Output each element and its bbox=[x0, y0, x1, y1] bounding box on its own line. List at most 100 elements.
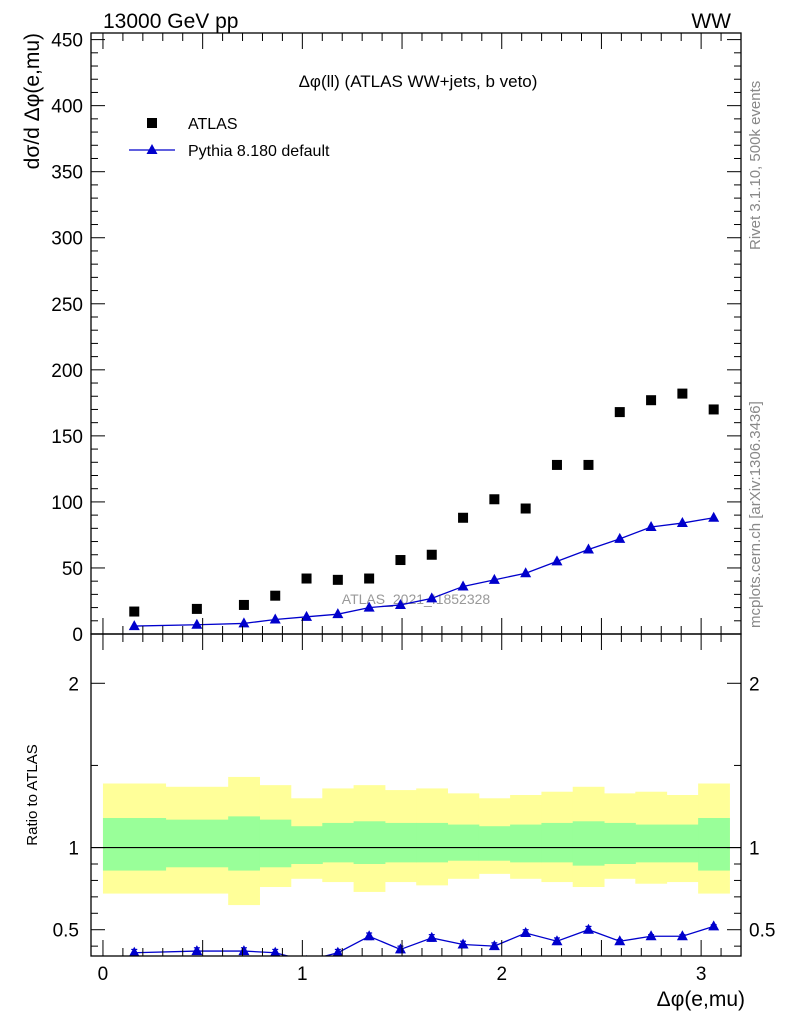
data-point bbox=[364, 573, 375, 584]
y-tick-label: 50 bbox=[62, 559, 83, 580]
band-inner bbox=[322, 822, 355, 863]
x-axis-label: Δφ(e,mu) bbox=[657, 988, 745, 1011]
ratio-plot-frame bbox=[90, 633, 742, 957]
band-inner bbox=[259, 819, 292, 868]
data-point bbox=[520, 503, 531, 514]
mc-point bbox=[645, 521, 657, 532]
mc-point bbox=[614, 532, 626, 543]
mc-point bbox=[551, 555, 563, 566]
ratio-point bbox=[332, 946, 343, 956]
data-point bbox=[458, 512, 469, 523]
mc-point bbox=[457, 580, 469, 591]
ratio-point bbox=[614, 935, 626, 946]
x-tick-label: 1 bbox=[297, 964, 308, 985]
mc-line bbox=[134, 517, 714, 627]
legend-label-data: ATLAS bbox=[188, 116, 238, 133]
y-axis-label: dσ/d Δφ(e,mu) bbox=[21, 33, 44, 169]
ratio-point bbox=[708, 920, 720, 931]
data-point bbox=[551, 459, 562, 470]
ratio-point bbox=[363, 930, 375, 941]
legend: ATLAS Pythia 8.180 default bbox=[129, 116, 330, 160]
ratio-point bbox=[426, 931, 438, 942]
data-point bbox=[583, 459, 594, 470]
ratio-point bbox=[270, 946, 281, 956]
ratio-point bbox=[457, 938, 469, 949]
mc-point bbox=[363, 601, 375, 612]
ratio-point bbox=[520, 927, 532, 937]
x-tick-label: 0 bbox=[98, 964, 109, 985]
band-inner bbox=[541, 822, 574, 863]
ratio-point bbox=[238, 945, 250, 956]
band-inner bbox=[666, 824, 699, 863]
analysis-watermark: ATLAS_2021_I1852328 bbox=[342, 591, 491, 607]
ratio-line bbox=[134, 925, 714, 956]
mc-point bbox=[238, 617, 250, 628]
y-tick-label: 400 bbox=[51, 97, 83, 118]
data-point bbox=[301, 573, 312, 584]
ratio-point bbox=[191, 945, 203, 956]
ratio-y-tick-label: 1 bbox=[68, 839, 79, 860]
ratio-y-tick-label-right: 0.5 bbox=[749, 921, 775, 942]
band-inner bbox=[510, 824, 542, 863]
mc-point bbox=[332, 608, 344, 619]
y-tick-label: 150 bbox=[51, 427, 83, 448]
y-tick-label: 0 bbox=[72, 625, 83, 646]
mc-point bbox=[128, 620, 140, 631]
rivet-label: Rivet 3.1.10, 500k events bbox=[747, 81, 764, 250]
y-tick-label: 300 bbox=[51, 229, 83, 250]
process-label: WW bbox=[691, 10, 731, 33]
band-inner bbox=[290, 826, 323, 864]
mc-point bbox=[269, 613, 281, 624]
y-tick-label: 450 bbox=[51, 31, 83, 52]
band-inner bbox=[384, 822, 417, 863]
data-point bbox=[614, 407, 625, 418]
band-inner bbox=[353, 821, 386, 864]
source-label: mcplots.cern.ch [arXiv:1306.3436] bbox=[747, 401, 764, 628]
legend-marker-data bbox=[147, 118, 157, 128]
mc-point bbox=[488, 573, 500, 584]
mc-point bbox=[520, 567, 532, 578]
band-inner bbox=[478, 826, 511, 861]
ratio-point bbox=[676, 930, 688, 941]
ratio-y-axis-label: Ratio to ATLAS bbox=[24, 744, 41, 845]
ratio-point bbox=[645, 930, 657, 941]
band-inner bbox=[604, 822, 636, 864]
y-tick-label: 100 bbox=[51, 493, 83, 514]
data-point bbox=[332, 574, 343, 585]
energy-label: 13000 GeV pp bbox=[103, 10, 238, 33]
data-point bbox=[426, 549, 437, 560]
ratio-point bbox=[129, 946, 140, 956]
main-plot: ATLAS_2021_I1852328 0 50 100 150 200 250 300 35… bbox=[21, 31, 742, 646]
data-point bbox=[191, 603, 202, 614]
data-point bbox=[238, 599, 249, 610]
mc-point bbox=[394, 598, 406, 609]
x-tick-label: 2 bbox=[496, 964, 507, 985]
y-tick-label: 350 bbox=[51, 163, 83, 184]
legend-label-mc: Pythia 8.180 default bbox=[188, 143, 330, 160]
mc-point bbox=[582, 543, 594, 554]
band-inner bbox=[572, 821, 605, 866]
ratio-y-tick-label-right: 2 bbox=[749, 674, 760, 695]
band-inner bbox=[698, 818, 730, 871]
y-tick-label: 200 bbox=[51, 361, 83, 382]
ratio-plot: 0.5 0.5 1 1 2 2 0 1 2 3 Ratio to ATLAS Δφ(e,mu) bbox=[24, 633, 775, 1011]
band-inner bbox=[447, 824, 480, 861]
data-point bbox=[677, 388, 688, 399]
data-point bbox=[489, 494, 500, 505]
data-point bbox=[708, 404, 719, 415]
data-point bbox=[395, 555, 406, 566]
data-point bbox=[646, 395, 657, 406]
band-inner bbox=[102, 818, 167, 871]
x-tick-label: 3 bbox=[696, 964, 707, 985]
mc-point bbox=[301, 610, 313, 621]
ratio-point bbox=[488, 940, 500, 951]
ratio-y-tick-label-right: 1 bbox=[749, 839, 760, 860]
ratio-point bbox=[582, 923, 594, 934]
mc-point bbox=[426, 592, 438, 603]
mc-point bbox=[676, 517, 688, 528]
plot-title: Δφ(ll) (ATLAS WW+jets, b veto) bbox=[299, 72, 538, 91]
data-point bbox=[270, 590, 281, 601]
y-tick-label: 250 bbox=[51, 295, 83, 316]
band-inner bbox=[228, 816, 260, 871]
